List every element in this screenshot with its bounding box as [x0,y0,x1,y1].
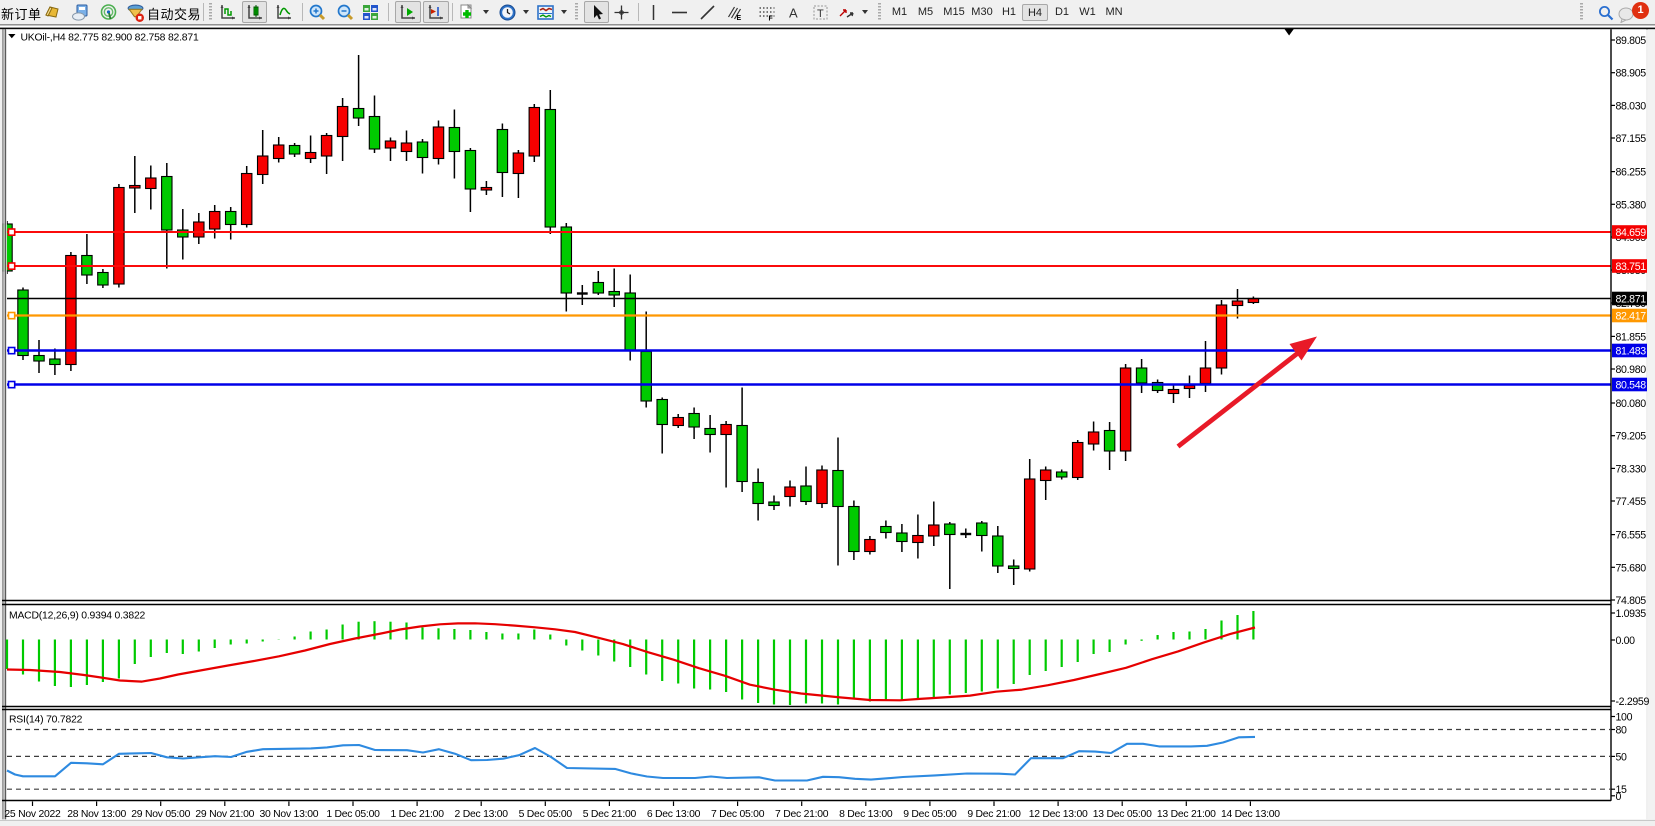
svg-text:25 Nov 2022: 25 Nov 2022 [4,809,61,820]
svg-text:RSI(14) 70.7822: RSI(14) 70.7822 [9,715,83,726]
svg-text:0.00: 0.00 [1616,635,1636,647]
svg-text:13 Dec 05:00: 13 Dec 05:00 [1093,809,1152,820]
svg-text:87.155: 87.155 [1616,133,1647,145]
svg-text:5 Dec 05:00: 5 Dec 05:00 [519,809,573,820]
svg-text:6 Dec 13:00: 6 Dec 13:00 [647,809,701,820]
svg-text:88.030: 88.030 [1616,100,1647,112]
svg-text:15: 15 [1616,784,1628,796]
svg-text:80.548: 80.548 [1616,380,1647,392]
svg-text:80.980: 80.980 [1616,364,1647,376]
svg-text:7 Dec 05:00: 7 Dec 05:00 [711,809,765,820]
svg-text:MACD(12,26,9) 0.9394 0.3822: MACD(12,26,9) 0.9394 0.3822 [9,611,146,622]
svg-text:74.805: 74.805 [1616,595,1647,607]
svg-text:5 Dec 21:00: 5 Dec 21:00 [583,809,637,820]
svg-text:85.380: 85.380 [1616,199,1647,211]
svg-text:9 Dec 21:00: 9 Dec 21:00 [967,809,1021,820]
svg-text:12 Dec 13:00: 12 Dec 13:00 [1029,809,1088,820]
svg-text:2 Dec 13:00: 2 Dec 13:00 [455,809,509,820]
svg-text:30 Nov 13:00: 30 Nov 13:00 [259,809,318,820]
svg-text:89.805: 89.805 [1616,35,1647,47]
svg-text:8 Dec 13:00: 8 Dec 13:00 [839,809,893,820]
svg-text:83.751: 83.751 [1616,261,1647,273]
svg-text:1 Dec 05:00: 1 Dec 05:00 [326,809,380,820]
svg-text:75.680: 75.680 [1616,562,1647,574]
svg-text:81.483: 81.483 [1616,346,1647,358]
svg-text:7 Dec 21:00: 7 Dec 21:00 [775,809,829,820]
svg-text:82.871: 82.871 [1616,294,1647,306]
svg-text:100: 100 [1616,712,1633,724]
svg-text:77.455: 77.455 [1616,496,1647,508]
svg-text:28 Nov 13:00: 28 Nov 13:00 [67,809,126,820]
svg-text:14 Dec 13:00: 14 Dec 13:00 [1221,809,1280,820]
svg-text:9 Dec 05:00: 9 Dec 05:00 [903,809,957,820]
svg-text:80: 80 [1616,725,1628,737]
svg-text:76.555: 76.555 [1616,530,1647,542]
svg-text:T: T [817,8,824,20]
svg-text:79.205: 79.205 [1616,431,1647,443]
svg-text:-2.2959: -2.2959 [1616,696,1650,708]
svg-text:UKOil-,H4 82.775 82.900 82.75: UKOil-,H4 82.775 82.900 82.758 82.871 [21,32,199,43]
svg-text:29 Nov 05:00: 29 Nov 05:00 [131,809,190,820]
svg-text:29 Nov 21:00: 29 Nov 21:00 [195,809,254,820]
svg-text:0: 0 [1616,791,1622,803]
svg-text:84.659: 84.659 [1616,227,1647,239]
svg-text:A: A [789,6,798,21]
svg-text:F: F [769,16,774,22]
svg-text:81.855: 81.855 [1616,331,1647,343]
svg-text:1.0935: 1.0935 [1616,608,1647,620]
svg-text:88.905: 88.905 [1616,68,1647,80]
svg-text:78.330: 78.330 [1616,463,1647,475]
svg-text:1 Dec 21:00: 1 Dec 21:00 [390,809,444,820]
svg-text:82.417: 82.417 [1616,311,1647,323]
svg-text:80.080: 80.080 [1616,398,1647,410]
svg-text:E: E [737,15,742,21]
svg-text:86.255: 86.255 [1616,167,1647,179]
svg-text:50: 50 [1616,751,1628,763]
svg-text:13 Dec 21:00: 13 Dec 21:00 [1157,809,1216,820]
